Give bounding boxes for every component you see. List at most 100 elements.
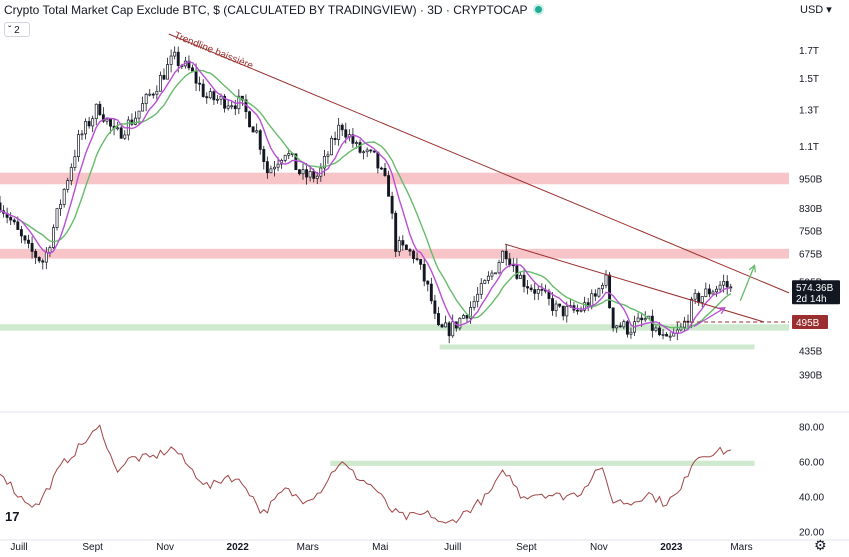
candle-body <box>151 93 155 96</box>
candle-body <box>0 202 2 212</box>
candle-body <box>576 309 579 312</box>
candle-body <box>390 195 394 214</box>
price-zone <box>0 324 789 331</box>
candle-body <box>725 281 729 288</box>
candle-body <box>30 242 34 252</box>
candle-body <box>16 221 20 230</box>
candle-body <box>579 309 583 312</box>
time-tick-label: Mars <box>730 542 752 553</box>
candle-body <box>84 121 88 135</box>
time-tick-label: Juill <box>444 542 461 553</box>
candle-body <box>565 306 569 317</box>
candle-body <box>66 180 70 190</box>
candle-body <box>322 156 326 169</box>
candle-body <box>44 252 48 263</box>
candle-body <box>37 257 41 262</box>
candle-body <box>526 286 530 289</box>
candle-body <box>362 151 366 154</box>
candle-body <box>208 91 212 99</box>
indicators-toggle[interactable]: ˇ 2 <box>4 22 30 37</box>
projection-arrow <box>693 307 726 328</box>
candle-body <box>497 262 501 274</box>
candle-body <box>258 130 262 150</box>
market-status-icon <box>535 6 543 13</box>
currency-selector[interactable]: USD ▾ <box>800 3 832 16</box>
candle-body <box>611 307 615 329</box>
candle-body <box>665 334 669 337</box>
rsi-tick-label: 80.00 <box>799 423 824 434</box>
candle-body <box>536 289 540 294</box>
candle-body <box>52 227 55 248</box>
candle-body <box>494 272 497 275</box>
candle-body <box>87 121 91 127</box>
candle-body <box>429 283 433 302</box>
candle-body <box>34 251 38 258</box>
price-tick-label: 1.3T <box>799 105 819 116</box>
price-tick-label: 950B <box>799 174 823 185</box>
candle-body <box>333 137 337 140</box>
arrow-head <box>748 264 757 273</box>
candle-body <box>287 153 291 156</box>
candle-body <box>176 51 180 66</box>
candle-body <box>73 156 77 168</box>
time-tick-label: 2023 <box>660 542 683 553</box>
bar-countdown-label: 2d 14h <box>796 294 827 305</box>
indicator-count: 2 <box>14 25 20 36</box>
candle-body <box>91 118 95 127</box>
candle-body <box>636 317 640 323</box>
candle-body <box>504 250 508 260</box>
time-tick-label: Mai <box>372 542 388 553</box>
candle-body <box>365 149 369 153</box>
candle-body <box>444 322 448 328</box>
candle-body <box>401 240 405 246</box>
candle-body <box>315 175 319 179</box>
candle-body <box>412 250 415 259</box>
chevron-down-icon: ˇ <box>8 25 12 36</box>
candle-body <box>397 240 401 252</box>
candle-body <box>223 95 227 109</box>
candle-body <box>134 117 137 125</box>
candle-body <box>355 142 358 144</box>
candle-body <box>600 284 604 290</box>
candle-body <box>69 167 73 181</box>
candle-body <box>27 239 30 244</box>
candle-body <box>440 324 444 328</box>
candle-body <box>265 161 269 174</box>
candle-body <box>273 166 276 170</box>
candle-body <box>226 105 230 109</box>
time-tick-label: 2022 <box>227 542 250 553</box>
candle-body <box>376 151 380 169</box>
candle-body <box>230 105 234 108</box>
candle-body <box>283 154 287 161</box>
candle-body <box>404 244 408 250</box>
candle-body <box>48 247 52 253</box>
candle-body <box>661 334 665 336</box>
candle-body <box>173 51 177 57</box>
last-price-tag <box>792 280 840 305</box>
candle-body <box>212 91 216 101</box>
level-tag <box>792 314 828 329</box>
candle-body <box>640 317 644 321</box>
candle-body <box>451 321 455 337</box>
candle-body <box>583 302 587 311</box>
candle-body <box>437 313 440 326</box>
time-axis: Juill Sept Nov 2022 Mars Mai Juill Sept Nov 2023 M… <box>10 542 752 553</box>
price-tick-label: 750B <box>799 226 823 237</box>
candle-body <box>301 169 305 175</box>
candle-body <box>551 298 554 311</box>
gear-icon[interactable]: ⚙ <box>814 537 827 553</box>
candle-body <box>141 103 145 112</box>
candle-body <box>722 281 726 286</box>
chart-title-bar: Crypto Total Market Cap Exclude BTC, $ (… <box>4 3 543 17</box>
candle-body <box>597 288 601 297</box>
candle-body <box>629 331 633 335</box>
candle-body <box>76 134 80 158</box>
rsi-line <box>0 424 731 524</box>
chevron-down-icon: ▾ <box>826 4 832 16</box>
candle-body <box>690 298 694 323</box>
moving-average-line <box>0 69 732 330</box>
time-tick-label: Sept <box>82 542 103 553</box>
currency-label: USD <box>800 4 824 16</box>
candle-body <box>162 75 166 80</box>
